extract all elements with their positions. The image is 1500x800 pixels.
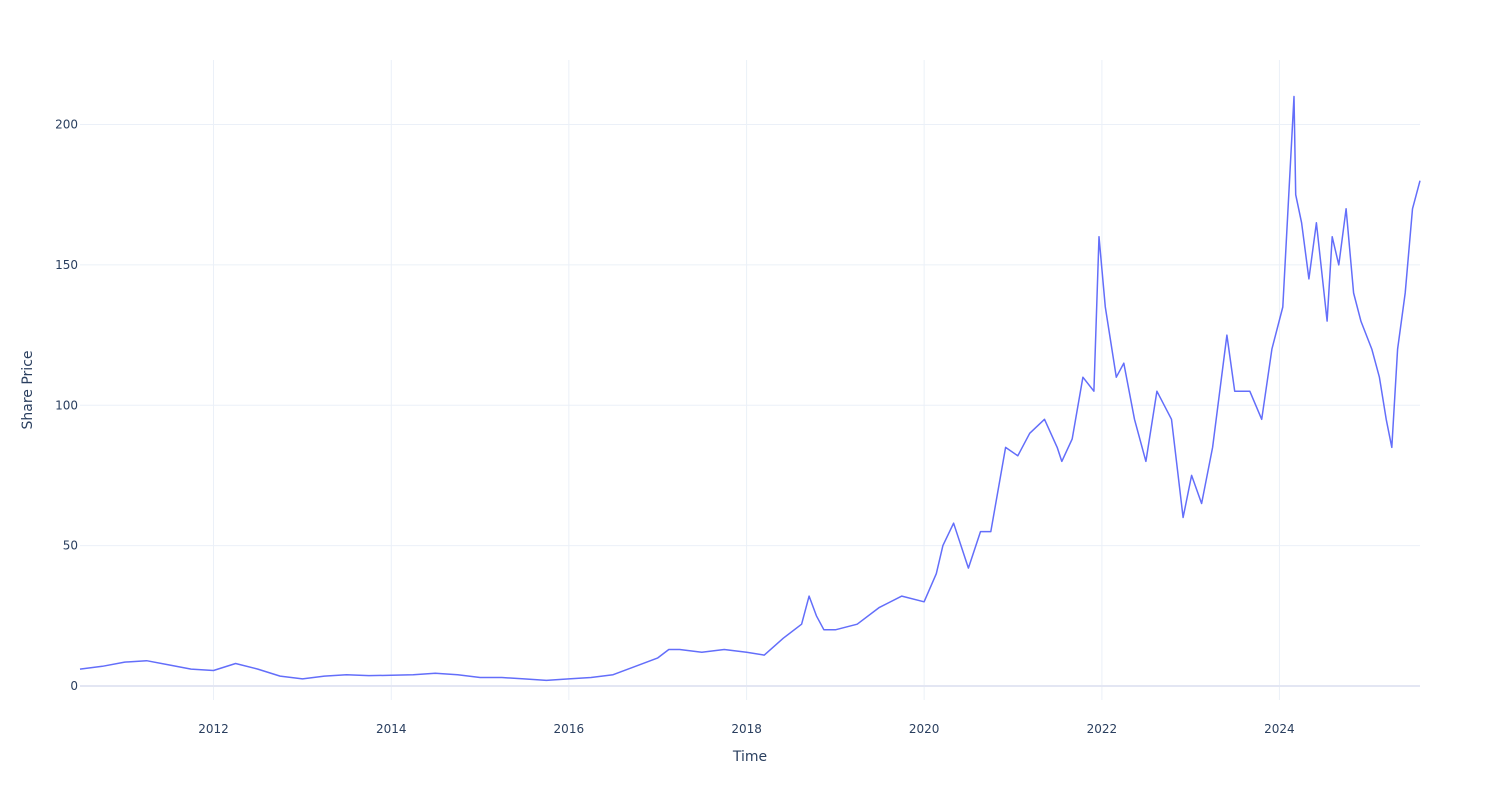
x-tick-label: 2020 bbox=[909, 722, 940, 736]
series-layer bbox=[79, 95, 1421, 682]
y-tick-label: 50 bbox=[63, 539, 78, 553]
y-tick-labels: 0 50 100 150 200 bbox=[55, 118, 78, 693]
x-gridlines bbox=[213, 60, 1280, 700]
x-tick-labels: 2012 2014 2016 2018 2020 2022 2024 bbox=[198, 722, 1294, 736]
x-tick-label: 2014 bbox=[376, 722, 407, 736]
x-tick-label: 2024 bbox=[1264, 722, 1295, 736]
plot-background bbox=[80, 60, 1420, 700]
y-tick-label: 150 bbox=[55, 258, 78, 272]
x-tick-label: 2018 bbox=[731, 722, 762, 736]
y-axis-title: Share Price bbox=[20, 350, 36, 429]
x-tick-label: 2022 bbox=[1087, 722, 1118, 736]
x-tick-label: 2012 bbox=[198, 722, 229, 736]
y-tick-label: 0 bbox=[70, 679, 78, 693]
x-axis-title: Time bbox=[732, 749, 767, 765]
y-gridlines bbox=[80, 124, 1420, 687]
y-tick-label: 200 bbox=[55, 118, 78, 132]
x-tick-label: 2016 bbox=[554, 722, 585, 736]
y-tick-label: 100 bbox=[55, 398, 78, 412]
price-series-line bbox=[79, 95, 1421, 682]
